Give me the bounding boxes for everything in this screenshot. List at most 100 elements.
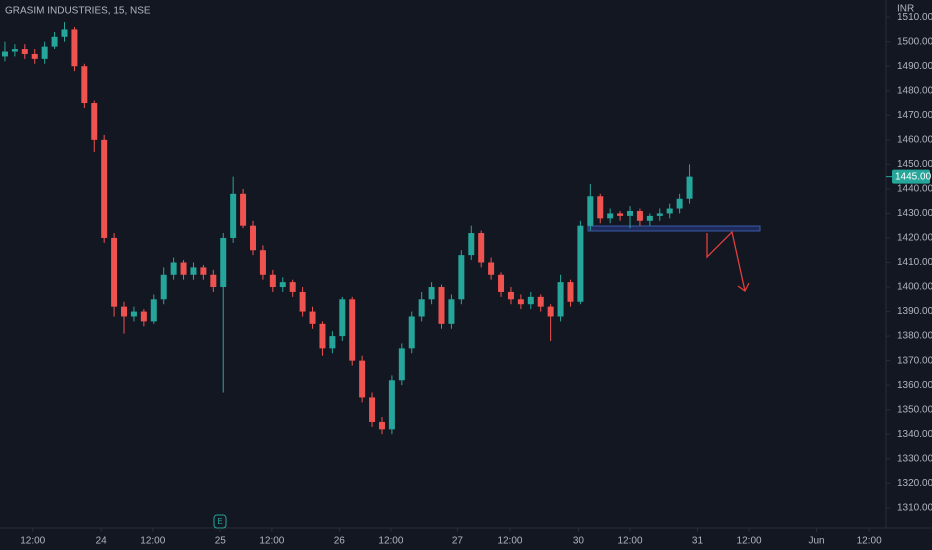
candle-body bbox=[666, 208, 673, 214]
candle-body bbox=[646, 215, 653, 221]
x-tick-label: 12:00 bbox=[378, 536, 403, 547]
y-tick-label: 1510.00 bbox=[897, 12, 932, 23]
x-tick-label: 12:00 bbox=[737, 536, 762, 547]
annotations bbox=[587, 225, 761, 292]
candle-body bbox=[378, 421, 385, 430]
candle-body bbox=[448, 299, 455, 324]
projection-arrow bbox=[706, 230, 746, 292]
candle-body bbox=[527, 296, 534, 305]
candle-body bbox=[388, 380, 395, 430]
candle-body bbox=[269, 274, 276, 288]
candle-body bbox=[438, 287, 445, 324]
currency-label: INR bbox=[897, 4, 914, 15]
x-tick-label: 12:00 bbox=[618, 536, 643, 547]
y-tick-label: 1490.00 bbox=[897, 61, 932, 72]
candle-body bbox=[577, 225, 584, 302]
candle-body bbox=[428, 287, 435, 300]
candle-body bbox=[1, 51, 8, 57]
candle-body bbox=[51, 36, 58, 47]
candle-body bbox=[517, 299, 524, 305]
x-tick-label: 26 bbox=[334, 536, 346, 547]
y-tick-label: 1480.00 bbox=[897, 85, 932, 96]
candle-body bbox=[180, 262, 187, 275]
x-tick-label: 12:00 bbox=[259, 536, 284, 547]
candle-body bbox=[339, 299, 346, 337]
y-tick-label: 1320.00 bbox=[897, 478, 932, 489]
y-tick-label: 1420.00 bbox=[897, 233, 932, 244]
candle-body bbox=[21, 49, 28, 54]
candle-body bbox=[299, 291, 306, 312]
y-tick-label: 1410.00 bbox=[897, 257, 932, 268]
y-tick-label: 1360.00 bbox=[897, 380, 932, 391]
candle-body bbox=[587, 196, 594, 226]
candle-body bbox=[319, 323, 326, 349]
x-tick-label: 12:00 bbox=[140, 536, 165, 547]
x-tick-label: 12:00 bbox=[20, 536, 45, 547]
candle-body bbox=[458, 255, 465, 300]
y-tick-label: 1340.00 bbox=[897, 429, 932, 440]
candle-body bbox=[150, 299, 157, 322]
candle-body bbox=[160, 274, 167, 300]
candle-body bbox=[418, 299, 425, 317]
candle-body bbox=[607, 213, 614, 219]
y-tick-label: 1450.00 bbox=[897, 159, 932, 170]
x-tick-label: 12:00 bbox=[497, 536, 522, 547]
candles bbox=[1, 22, 693, 435]
y-tick-label: 1470.00 bbox=[897, 110, 932, 121]
candle-body bbox=[130, 311, 137, 317]
candle-body bbox=[359, 360, 366, 398]
candle-body bbox=[220, 237, 227, 288]
candle-body bbox=[597, 196, 604, 219]
event-icon[interactable]: E bbox=[213, 514, 227, 529]
x-tick-label: 31 bbox=[692, 536, 704, 547]
candle-body bbox=[557, 282, 564, 317]
y-tick-label: 1350.00 bbox=[897, 404, 932, 415]
candle-body bbox=[259, 250, 266, 275]
candle-body bbox=[349, 299, 356, 361]
candle-body bbox=[41, 46, 48, 59]
candle-body bbox=[408, 316, 415, 349]
y-tick-label: 1390.00 bbox=[897, 306, 932, 317]
candle-body bbox=[478, 233, 485, 263]
candle-body bbox=[111, 237, 118, 307]
zone-rectangle bbox=[587, 225, 761, 232]
y-tick-label: 1330.00 bbox=[897, 453, 932, 464]
price-tag bbox=[892, 169, 930, 184]
y-tick-label: 1460.00 bbox=[897, 134, 932, 145]
candle-body bbox=[71, 29, 78, 67]
candle-body bbox=[309, 311, 316, 324]
y-tick-label: 1380.00 bbox=[897, 331, 932, 342]
price-tag-label: 1445.00 bbox=[895, 171, 932, 182]
event-label: E bbox=[217, 517, 222, 526]
candle-body bbox=[240, 193, 247, 226]
x-tick-label: 30 bbox=[573, 536, 585, 547]
candle-body bbox=[656, 213, 663, 216]
candle-body bbox=[636, 210, 643, 221]
candle-body bbox=[190, 267, 197, 275]
candle-body bbox=[488, 262, 495, 275]
candle-body bbox=[289, 282, 296, 292]
x-tick-label: 24 bbox=[96, 536, 108, 547]
candle-body bbox=[61, 29, 68, 37]
candle-body bbox=[468, 233, 475, 256]
x-tick-label: 12:00 bbox=[857, 536, 882, 547]
candle-body bbox=[210, 274, 217, 288]
x-tick-label: 27 bbox=[452, 536, 464, 547]
candle-body bbox=[11, 49, 18, 52]
candle-body bbox=[498, 274, 505, 292]
candle-body bbox=[329, 336, 336, 349]
x-tick-label: Jun bbox=[808, 536, 824, 547]
candle-body bbox=[547, 306, 554, 317]
candle-body bbox=[676, 198, 683, 209]
candle-body bbox=[686, 176, 693, 199]
y-tick-label: 1500.00 bbox=[897, 36, 932, 47]
y-tick-label: 1400.00 bbox=[897, 282, 932, 293]
y-tick-label: 1370.00 bbox=[897, 355, 932, 366]
y-tick-label: 1430.00 bbox=[897, 208, 932, 219]
y-tick-label: 1440.00 bbox=[897, 184, 932, 195]
candle-body bbox=[617, 213, 624, 216]
candle-body bbox=[91, 103, 98, 140]
x-tick-label: 25 bbox=[215, 536, 227, 547]
